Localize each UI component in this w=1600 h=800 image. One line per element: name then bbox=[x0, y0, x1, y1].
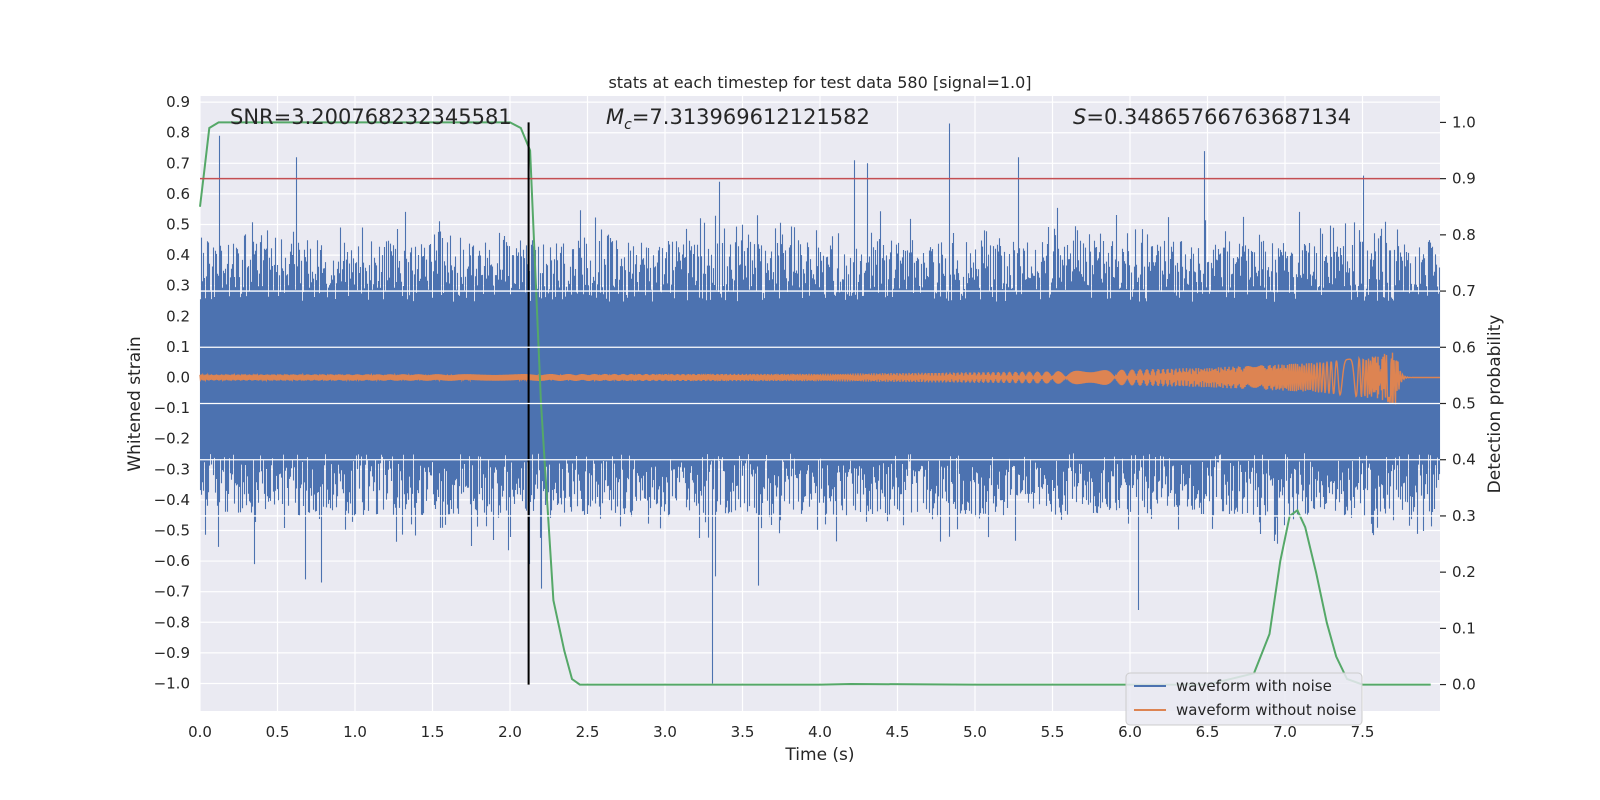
y-tick-label: −0.7 bbox=[154, 583, 190, 601]
y-tick-label: −0.1 bbox=[154, 399, 190, 417]
x-tick-label: 1.5 bbox=[421, 723, 445, 741]
y2-tick-label: 0.0 bbox=[1452, 676, 1476, 694]
x-tick-label: 7.0 bbox=[1273, 723, 1297, 741]
x-tick-label: 2.0 bbox=[498, 723, 522, 741]
y-tick-label: 0.1 bbox=[166, 338, 190, 356]
chirp-mass-annotation: Mc=7.313969612121582 bbox=[606, 105, 870, 133]
y-tick-label: −0.8 bbox=[154, 613, 190, 631]
x-tick-label: 0.5 bbox=[266, 723, 290, 741]
x-axis-ticks: 0.0 0.5 1.0 1.5 2.0 2.5 3.0 3.5 4.0 4.5 5.0 5.5 6.0 6… bbox=[188, 723, 1374, 741]
x-tick-label: 6.0 bbox=[1118, 723, 1142, 741]
y-tick-label: 0.9 bbox=[166, 93, 190, 111]
y2-axis-ticks: 1.0 0.9 0.8 0.7 0.6 0.5 0.4 0.3 0.2 0.1 0.0 bbox=[1440, 113, 1476, 694]
s-value: =0.34865766763687134 bbox=[1086, 105, 1351, 129]
y-tick-label: 0.3 bbox=[166, 277, 190, 295]
chart-title: stats at each timestep for test data 580… bbox=[608, 73, 1031, 92]
y2-tick-label: 0.6 bbox=[1452, 338, 1476, 356]
y-tick-label: −0.3 bbox=[154, 460, 190, 478]
chirp-mass-symbol: M bbox=[606, 105, 624, 129]
x-tick-label: 3.0 bbox=[653, 723, 677, 741]
y2-tick-label: 0.2 bbox=[1452, 563, 1476, 581]
y-axis-label: Whitened strain bbox=[125, 336, 145, 471]
y-tick-label: 0.6 bbox=[166, 185, 190, 203]
y-tick-label: 0.2 bbox=[166, 307, 190, 325]
y-tick-label: 0.0 bbox=[166, 368, 190, 386]
y-tick-label: −0.4 bbox=[154, 491, 190, 509]
y2-tick-label: 1.0 bbox=[1452, 113, 1476, 131]
y-axis-ticks: 0.9 0.8 0.7 0.6 0.5 0.4 0.3 0.2 0.1 0.0 −0.1 −0.2 −0… bbox=[154, 93, 190, 692]
x-tick-label: 1.0 bbox=[343, 723, 367, 741]
y-tick-label: −1.0 bbox=[154, 674, 190, 692]
s-symbol: S bbox=[1073, 105, 1086, 129]
y2-axis-label: Detection probability bbox=[1485, 315, 1505, 494]
y2-tick-label: 0.8 bbox=[1452, 226, 1476, 244]
y-tick-label: 0.7 bbox=[166, 154, 190, 172]
x-tick-label: 4.5 bbox=[886, 723, 910, 741]
chirp-mass-value: =7.313969612121582 bbox=[632, 105, 870, 129]
x-tick-label: 7.5 bbox=[1351, 723, 1375, 741]
grid-overlay bbox=[200, 290, 1440, 517]
x-tick-label: 2.5 bbox=[576, 723, 600, 741]
x-tick-label: 0.0 bbox=[188, 723, 212, 741]
y-tick-label: 0.4 bbox=[166, 246, 190, 264]
y2-tick-label: 0.3 bbox=[1452, 507, 1476, 525]
probability-series bbox=[199, 121, 1431, 686]
y2-tick-label: 0.5 bbox=[1452, 395, 1476, 413]
y-tick-label: −0.5 bbox=[154, 521, 190, 539]
legend-box bbox=[1125, 672, 1363, 726]
x-tick-label: 5.5 bbox=[1041, 723, 1065, 741]
probability-line bbox=[199, 121, 1431, 686]
x-tick-label: 4.0 bbox=[808, 723, 832, 741]
x-tick-label: 3.5 bbox=[731, 723, 755, 741]
clean-waveform-series bbox=[199, 352, 1440, 405]
legend: waveform with noise waveform without noi… bbox=[1125, 672, 1363, 726]
y2-tick-label: 0.4 bbox=[1452, 451, 1476, 469]
y2-tick-label: 0.7 bbox=[1452, 282, 1476, 300]
legend-label-noisy: waveform with noise bbox=[1176, 677, 1332, 695]
y-tick-label: −0.6 bbox=[154, 552, 190, 570]
snr-annotation: SNR=3.200768232345581 bbox=[230, 105, 512, 129]
legend-label-clean: waveform without noise bbox=[1176, 701, 1356, 719]
y-tick-label: 0.8 bbox=[166, 124, 190, 142]
y-tick-label: −0.9 bbox=[154, 644, 190, 662]
y2-tick-label: 0.1 bbox=[1452, 619, 1476, 637]
x-tick-label: 5.0 bbox=[963, 723, 987, 741]
y2-tick-label: 0.9 bbox=[1452, 170, 1476, 188]
y-tick-label: 0.5 bbox=[166, 216, 190, 234]
clean-waveform-line bbox=[199, 352, 1440, 405]
y-tick-label: −0.2 bbox=[154, 430, 190, 448]
x-axis-label: Time (s) bbox=[784, 745, 854, 765]
s-annotation: S=0.34865766763687134 bbox=[1073, 105, 1351, 129]
x-tick-label: 6.5 bbox=[1196, 723, 1220, 741]
chirp-mass-subscript: c bbox=[624, 117, 632, 133]
